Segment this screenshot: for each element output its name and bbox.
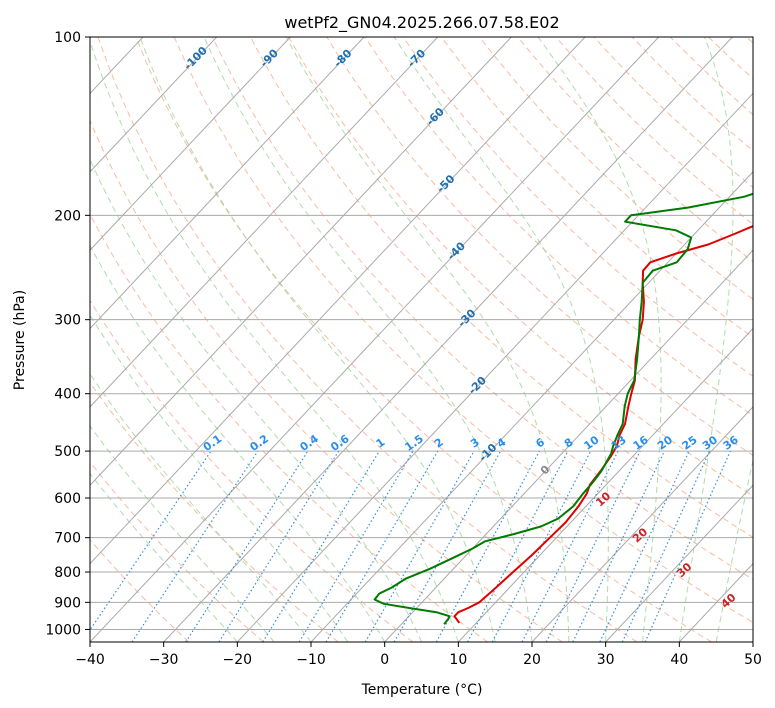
moist-adiabat [393,37,609,642]
dewpoint-profile [373,192,753,625]
mixing-ratio-line [262,450,380,642]
isotherm-line [90,37,291,251]
isotherm-line [90,37,660,642]
x-tick-label: −10 [296,652,326,668]
dry-adiabat [90,119,563,642]
dry-adiabat [97,37,638,642]
dry-adiabat [90,461,264,642]
moist-adiabat [90,39,459,642]
mixing-ratio-line [545,450,641,642]
dry-adiabat [326,37,753,457]
isotherm-line [605,484,753,642]
y-tick-label: 800 [54,565,81,581]
sounding-series [373,192,753,625]
moist-adiabat [285,37,570,642]
dry-adiabat [211,37,753,581]
x-tick-label: −40 [75,652,105,668]
y-tick-label: 600 [54,491,81,507]
plot-area: 0.1 0.2 0.4 0.6 1 1.5 2 3 4 6 8 10 13 16 20 25 30 36-100-… [90,37,753,642]
mixing-ratio-line [325,450,439,642]
x-tick-label: −20 [223,652,253,668]
x-axis-title: Temperature (°C) [361,682,483,698]
mixing-ratio-line [298,450,414,642]
x-tick-label: 30 [597,652,615,668]
mixing-ratio-lines [90,450,731,642]
y-tick-label: 100 [54,30,81,46]
isotherm-line [90,37,218,173]
moist-adiabat [678,37,734,642]
y-tick-label: 500 [54,444,81,460]
mixing-ratio-line [185,450,309,642]
y-tick-label: 700 [54,531,81,547]
dry-adiabat [173,37,753,624]
isotherm-line [236,92,753,642]
x-tick-label: 50 [744,652,762,668]
dry-adiabat [288,37,753,497]
isotherm-line [531,406,753,642]
mixing-ratio-line [393,450,502,642]
y-axis: 100 200 300 400 500 600 700 800 900 1000 [45,30,90,638]
mixing-ratio-line [572,450,665,642]
x-axis: −40 −30 −20 −10 0 10 20 30 40 50 [75,642,762,668]
mixing-ratio-line [435,450,540,642]
mixing-ratio-line [90,450,212,631]
mixing-ratio-line [218,450,340,642]
dry-adiabat [90,539,190,642]
x-tick-label: 0 [380,652,389,668]
x-tick-label: 10 [449,652,467,668]
isotherm-line [90,37,512,486]
y-tick-label: 900 [54,595,81,611]
x-tick-label: 40 [670,652,688,668]
y-tick-label: 400 [54,387,81,403]
moist-adiabat [90,314,349,642]
chart-title: wetPf2_GN04.2025.266.07.58.E02 [284,13,559,33]
dry-adiabat [135,37,712,642]
isotherm-line [90,37,439,408]
mixing-ratio-line [644,450,731,642]
isotherm-line [163,37,733,642]
x-tick-label: 20 [523,652,541,668]
mixing-ratio-line [599,450,690,642]
dry-adiabat [90,213,488,642]
mixing-ratio-line [621,450,711,642]
isotherm-gridlines [90,37,753,642]
isotherm-line [457,327,753,642]
y-tick-label: 1000 [45,622,81,638]
moist-adiabat [203,37,533,642]
isotherm-line [90,37,365,330]
moist-adiabats [90,37,753,642]
moist-adiabat [139,37,496,642]
isotherm-line [310,171,753,642]
moist-adiabat [537,37,662,642]
y-tick-label: 300 [54,313,81,329]
mixing-ratio-line [364,450,475,642]
y-tick-label: 200 [54,208,81,224]
isotherm-line [90,37,586,565]
moist-adiabat [715,457,753,642]
x-tick-label: −30 [149,652,179,668]
moist-adiabat [90,244,386,642]
moist-adiabat [90,425,275,642]
plot-frame [89,36,754,643]
y-axis-title: Pressure (hPa) [12,290,28,390]
isotherm-line [384,249,753,642]
